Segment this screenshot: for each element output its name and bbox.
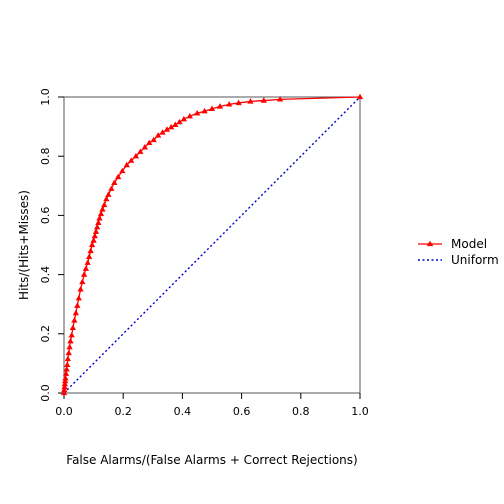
model-point [86,253,93,259]
model-point [75,294,82,301]
x-tick-label: 0.0 [55,405,73,418]
model-point [92,228,100,234]
model-point [60,389,68,396]
legend-label-model: Model [451,237,487,251]
model-point [172,121,179,127]
model-point [84,259,91,265]
model-point [62,374,69,381]
model-point [62,370,70,376]
model-point [64,355,71,362]
model-point [168,123,175,130]
model-point [247,98,254,104]
model-point [63,366,70,372]
model-point [74,302,81,308]
legend: Model Uniform [418,237,499,267]
y-tick-label: 0.2 [39,325,52,343]
model-point [71,317,78,323]
model-point [180,115,188,122]
model-point [201,107,208,114]
model-point [77,286,84,292]
y-tick-label: 0.8 [39,147,52,165]
model-point [69,324,77,331]
y-axis: 0.0 0.2 0.4 0.6 0.8 1.0 [39,88,64,402]
model-point [82,265,90,271]
model-point [96,215,103,221]
x-tick-label: 0.8 [292,405,310,418]
model-point [61,383,68,390]
model-point [235,99,242,106]
model-point [91,232,98,239]
model-point [208,105,216,111]
model-point [141,144,148,150]
model-point [67,337,74,344]
model-point [80,271,88,277]
model-point [61,380,69,387]
model-point [68,331,75,338]
model-point [101,201,108,208]
model-point [115,173,122,180]
model-point [159,129,166,135]
model-point [90,237,97,243]
model-point [88,241,96,248]
x-tick-label: 1.0 [351,405,369,418]
x-tick-label: 0.6 [233,405,251,418]
series-line-uniform [63,96,361,394]
x-axis-title: False Alarms/(False Alarms + Correct Rej… [66,453,357,467]
model-point [216,103,224,109]
model-point [72,309,79,316]
legend-marker-model [426,240,434,247]
model-point [87,247,94,254]
model-point [119,167,126,174]
model-point [186,112,193,119]
model-point [66,343,73,350]
model-point [123,161,130,168]
model-point [65,349,72,356]
model-point [99,206,106,212]
y-axis-title: Hits/(Hits+Misses) [17,190,31,300]
model-point [176,118,183,125]
x-axis: 0.0 0.2 0.4 0.6 0.8 1.0 [55,393,369,418]
y-tick-label: 0.6 [39,207,52,225]
model-point [94,223,101,230]
x-tick-label: 0.4 [174,405,192,418]
model-point [105,191,112,197]
y-tick-label: 1.0 [39,88,52,106]
model-point [150,136,157,143]
y-tick-label: 0.0 [39,384,52,402]
model-point [64,361,71,368]
model-point [111,179,118,185]
model-point [108,185,115,191]
model-point [137,148,144,154]
model-point [103,195,110,202]
x-tick-label: 0.2 [114,405,132,418]
model-point [97,210,105,217]
plot-box [63,96,361,394]
model-point [79,278,86,285]
model-point [194,109,201,116]
model-point [128,157,135,163]
model-point [260,97,267,103]
model-point [163,126,171,132]
model-point [132,152,140,159]
model-point [61,386,68,393]
y-tick-label: 0.4 [39,266,52,284]
model-point [146,139,153,146]
series-layer [60,93,364,396]
model-point [226,101,233,107]
model-point [356,93,364,100]
legend-label-uniform: Uniform [451,253,499,267]
model-point [154,132,162,138]
model-point [62,377,69,384]
model-point [276,96,284,102]
model-point [95,219,102,225]
